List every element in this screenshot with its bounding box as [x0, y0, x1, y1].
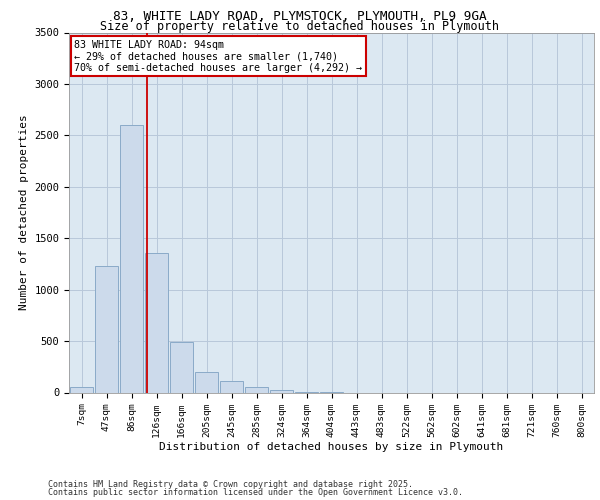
Bar — [270, 390, 293, 392]
Bar — [170, 342, 193, 392]
Bar — [70, 388, 93, 392]
Bar — [120, 125, 143, 392]
Y-axis label: Number of detached properties: Number of detached properties — [19, 114, 29, 310]
Text: Contains public sector information licensed under the Open Government Licence v3: Contains public sector information licen… — [48, 488, 463, 497]
Text: Size of property relative to detached houses in Plymouth: Size of property relative to detached ho… — [101, 20, 499, 33]
Bar — [245, 388, 268, 392]
X-axis label: Distribution of detached houses by size in Plymouth: Distribution of detached houses by size … — [160, 442, 503, 452]
Text: 83, WHITE LADY ROAD, PLYMSTOCK, PLYMOUTH, PL9 9GA: 83, WHITE LADY ROAD, PLYMSTOCK, PLYMOUTH… — [113, 10, 487, 23]
Bar — [95, 266, 118, 392]
Bar — [195, 372, 218, 392]
Bar — [220, 381, 243, 392]
Bar — [145, 252, 168, 392]
Text: 83 WHITE LADY ROAD: 94sqm
← 29% of detached houses are smaller (1,740)
70% of se: 83 WHITE LADY ROAD: 94sqm ← 29% of detac… — [74, 40, 362, 73]
Text: Contains HM Land Registry data © Crown copyright and database right 2025.: Contains HM Land Registry data © Crown c… — [48, 480, 413, 489]
